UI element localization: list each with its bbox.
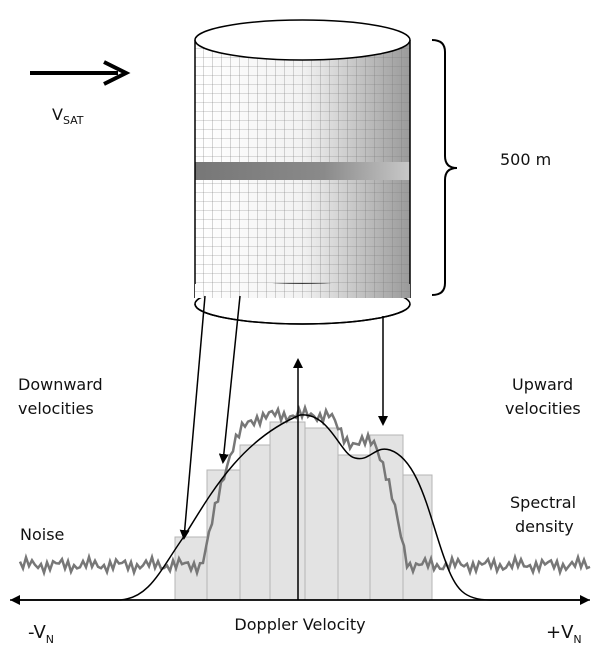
spectrum-bars xyxy=(174,421,433,601)
noise-label: Noise xyxy=(20,525,64,544)
upward-label: Upward velocities xyxy=(505,375,581,418)
positive-limit-label: +VN xyxy=(546,622,582,646)
height-label: 500 m xyxy=(500,150,551,169)
negative-limit-label: -VN xyxy=(28,622,54,646)
spectral-label: Spectral density xyxy=(510,493,576,536)
x-axis-label: Doppler Velocity xyxy=(234,615,365,634)
axes xyxy=(10,358,590,605)
satellite-arrow xyxy=(30,60,131,86)
height-bracket xyxy=(431,39,458,296)
mapping-arrows xyxy=(179,295,388,540)
downward-label: Downward velocities xyxy=(18,375,103,418)
satellite-velocity-label: VSAT xyxy=(52,105,84,127)
noisy-spectrum xyxy=(18,403,591,578)
cylinder xyxy=(194,19,411,325)
